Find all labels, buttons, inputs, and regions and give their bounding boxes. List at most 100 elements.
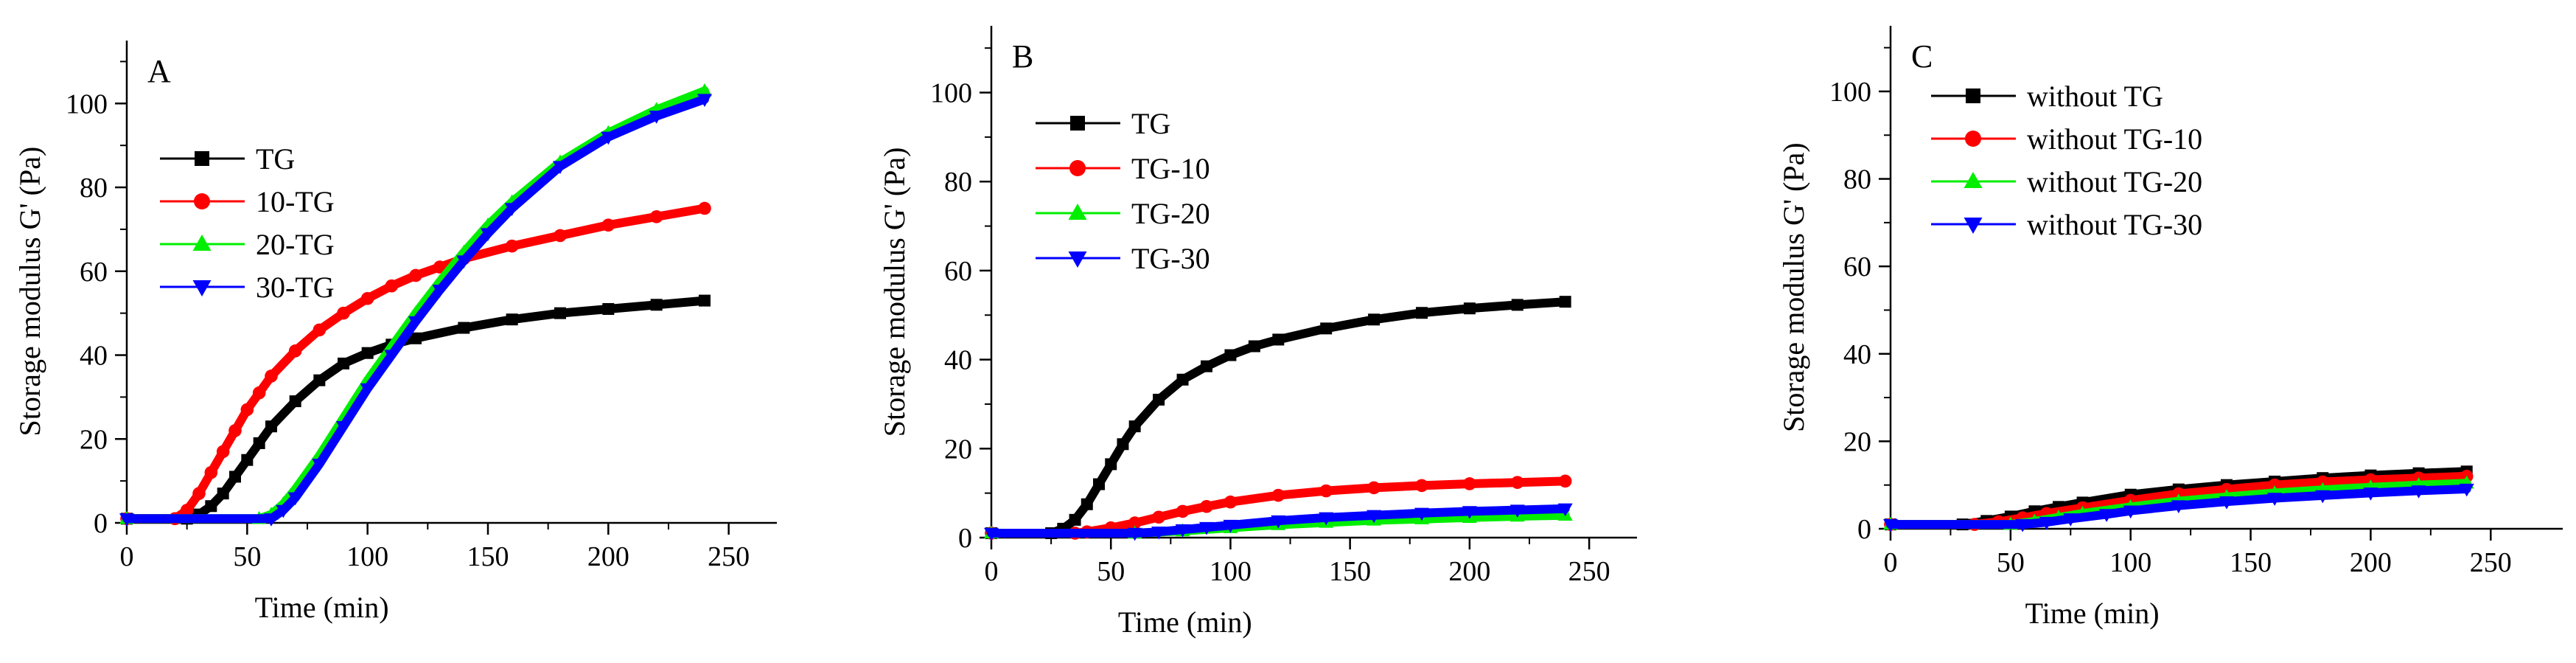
x-tick-label: 250 [708,541,750,572]
data-point [1175,524,1190,538]
legend-marker [192,280,212,296]
data-point [433,260,447,274]
data-point [216,445,230,459]
y-axis-title: Storage modulus G' (Pa) [13,147,46,437]
y-tick-label: 40 [80,341,108,372]
data-point [336,421,351,434]
data-point [2099,509,2115,522]
legend-label: TG-30 [1131,242,1210,275]
data-point [1319,484,1333,498]
y-tick-label: 40 [1843,339,1871,370]
series-without-tg-30 [1883,483,2474,532]
series-tg [985,296,1571,539]
legend-item: without TG [1931,80,2163,113]
data-point [1557,503,1573,517]
x-tick-label: 200 [2350,547,2392,578]
y-tick-label: 60 [1843,251,1871,282]
data-point [1559,296,1571,308]
data-point [1105,458,1117,471]
legend-item: 10-TG [160,185,335,218]
legend: TG 10-TG 20-TG 30-TG [160,142,335,304]
data-point [264,513,279,527]
data-point [601,131,616,145]
data-point [385,279,399,293]
data-point [228,424,242,437]
data-point [2316,475,2330,489]
data-point [289,395,301,408]
data-point [1117,438,1129,451]
chart-panel-B: 0 50 100 150 200 250 0 20 40 60 80 100 Time (min) Sto… [878,26,1637,639]
legend-label: without TG-30 [2027,208,2202,241]
legend-marker [1966,88,1980,103]
x-tick-label: 50 [233,541,261,572]
data-point [504,203,520,216]
data-point [2063,513,2078,527]
x-axis-title: Time (min) [255,591,389,624]
data-point [1510,476,1524,489]
y-tick-label: 20 [1843,426,1871,457]
data-point [1248,340,1260,353]
legend-marker [1965,131,1981,147]
series-30-tg [119,94,712,527]
data-point [1415,479,1428,493]
legend-item: TG-10 [1036,152,1210,185]
data-point [1271,515,1286,529]
legend-item: without TG-10 [1931,122,2202,156]
data-point [505,239,519,253]
legend-item: 20-TG [160,228,335,261]
legend-label: 10-TG [256,185,335,218]
x-tick-label: 100 [2109,547,2151,578]
data-point [984,527,999,541]
x-tick-label: 150 [1329,556,1371,587]
data-point [1093,478,1105,490]
data-point [241,454,254,466]
data-point [1320,322,1333,335]
y-tick-label: 20 [80,424,108,455]
data-point [1176,504,1190,518]
x-tick-label: 50 [1097,556,1125,587]
data-point [1081,498,1093,510]
data-point [408,316,423,330]
series-tg-30 [984,503,1573,541]
data-point [1414,507,1429,521]
legend-label: without TG-10 [2027,122,2202,156]
data-point [360,291,374,305]
data-point [697,83,712,97]
data-point [1463,477,1476,490]
x-tick-label: 150 [2230,547,2272,578]
legend-marker [1070,116,1085,131]
data-point [553,161,568,175]
data-point [204,465,218,479]
data-point [601,218,615,232]
y-tick-label: 80 [944,167,972,198]
panel-label: B [1012,38,1033,74]
data-point [337,306,350,320]
data-point [1509,504,1525,518]
data-point [1069,513,1081,526]
data-point [265,420,277,433]
data-point [410,332,422,344]
legend-label: 30-TG [256,271,335,304]
legend-marker [1069,160,1086,176]
legend-marker [1068,204,1087,220]
legend: TG TG-10 TG-20 TG-30 [1036,107,1210,275]
data-point [313,323,327,337]
data-point [252,386,266,400]
data-point [2459,483,2474,497]
data-point [2363,487,2378,501]
y-tick-label: 100 [66,88,108,119]
x-tick-label: 250 [2470,547,2512,578]
x-tick-label: 50 [1997,547,2025,578]
data-point [1151,526,1167,540]
legend-label: TG [256,142,295,176]
legend-item: TG-20 [1036,197,1210,230]
data-point [1224,349,1237,361]
legend-marker [195,151,209,166]
data-point [554,229,567,243]
legend-label: TG-10 [1131,152,1210,185]
legend-item: without TG-30 [1931,208,2202,241]
data-point [1224,495,1238,509]
data-point [119,513,134,527]
data-point [2015,518,2031,532]
legend-label: without TG-20 [2027,165,2202,198]
